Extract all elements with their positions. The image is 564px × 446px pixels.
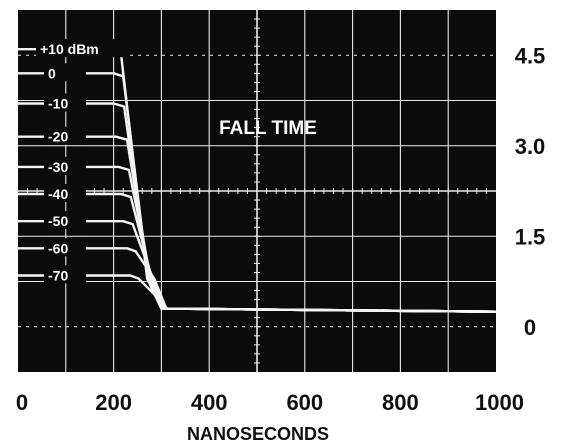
y-tick-label: 1.5	[515, 224, 546, 249]
x-tick-label: 200	[95, 390, 132, 415]
y-tick-label: 0	[524, 315, 536, 340]
x-axis-label: NANOSECONDS	[187, 424, 329, 444]
x-tick-label: 0	[16, 390, 28, 415]
series-label-backdrop	[44, 93, 86, 112]
series-label-backdrop	[44, 211, 86, 230]
series-label-backdrop	[44, 238, 86, 257]
series-label: -10	[48, 96, 68, 112]
series-label: -20	[48, 129, 68, 145]
x-tick-label: 800	[382, 390, 419, 415]
series-label: -50	[48, 213, 68, 229]
series-label-backdrop	[44, 184, 86, 203]
traces	[18, 48, 497, 313]
series-label: 0	[48, 65, 56, 81]
series-label-backdrop	[36, 39, 130, 58]
x-tick-labels: 0 200 400 600 800 1000	[16, 390, 524, 415]
y-tick-label: 3.0	[515, 134, 546, 159]
series-label: -30	[48, 159, 68, 175]
y-tick-label: 4.5	[515, 43, 546, 68]
series-label: -60	[48, 240, 68, 256]
x-tick-label: 400	[191, 390, 228, 415]
x-tick-label: 600	[286, 390, 323, 415]
series-label: +10 dBm	[40, 41, 99, 57]
y-tick-labels: 0 1.5 3.0 4.5	[515, 43, 546, 340]
series-label: -70	[48, 267, 68, 283]
series-label-backdrop	[44, 265, 86, 284]
series-label-backdrop	[44, 156, 86, 175]
fall-time-annotation: FALL TIME	[219, 118, 317, 139]
trace-line	[18, 274, 497, 313]
series-labels: +10 dBm 0 -10 -20 -30 -40 -50 -60 -70	[36, 39, 130, 284]
series-label-backdrop	[44, 126, 86, 145]
series-label-backdrop	[44, 63, 86, 82]
series-label: -40	[48, 186, 68, 202]
x-tick-label: 1000	[475, 390, 524, 415]
